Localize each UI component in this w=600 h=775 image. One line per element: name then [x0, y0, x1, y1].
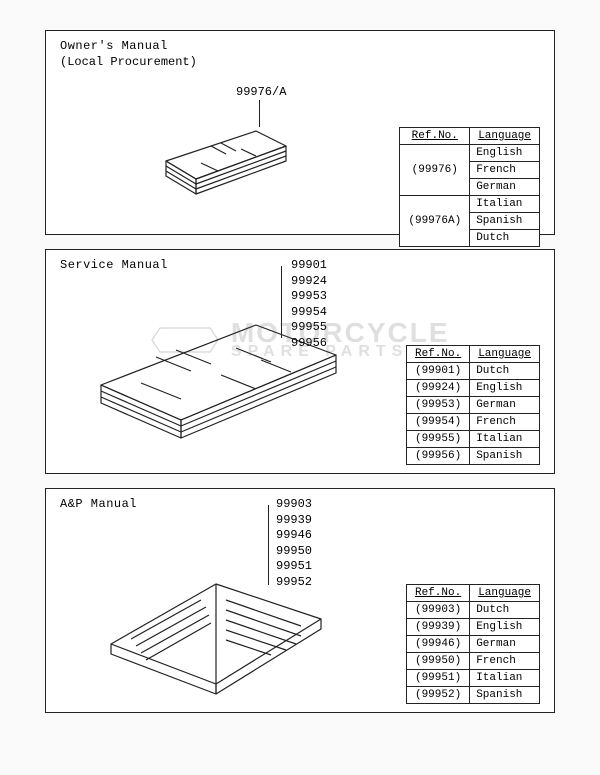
ref-cell: (99955) [406, 431, 469, 448]
reference-table: Ref.No.Language(99903)Dutch(99939)Englis… [406, 584, 540, 704]
leader-line [259, 100, 260, 127]
language-cell: Spanish [470, 448, 540, 465]
part-number-label: 99903 99939 99946 99950 99951 99952 [276, 497, 312, 591]
language-cell: German [470, 636, 540, 653]
ref-cell: (99939) [406, 619, 469, 636]
table-row: (99951)Italian [406, 670, 539, 687]
reference-table: Ref.No.Language(99976)EnglishFrenchGerma… [399, 127, 540, 247]
ref-cell: (99951) [406, 670, 469, 687]
language-cell: English [470, 619, 540, 636]
manual-diagram [156, 121, 296, 216]
language-cell: French [470, 414, 540, 431]
language-cell: German [470, 179, 540, 196]
ref-cell: (99950) [406, 653, 469, 670]
leader-line [268, 505, 269, 585]
language-cell: Spanish [470, 213, 540, 230]
part-number-label: 99976/A [236, 85, 286, 101]
ref-cell: (99903) [406, 602, 469, 619]
panel-title: Owner's Manual [46, 31, 554, 53]
table-row: (99952)Spanish [406, 687, 539, 704]
table-row: (99956)Spanish [406, 448, 539, 465]
table-row: (99976A)Italian [400, 196, 540, 213]
ref-cell: (99954) [406, 414, 469, 431]
language-cell: Italian [470, 196, 540, 213]
ref-cell: (99952) [406, 687, 469, 704]
language-cell: English [470, 145, 540, 162]
panel-2: A&P Manual 99903 99939 99946 99950 99951… [45, 488, 555, 713]
table-row: (99946)German [406, 636, 539, 653]
language-cell: Spanish [470, 687, 540, 704]
panel-0: Owner's Manual(Local Procurement) 99976/… [45, 30, 555, 235]
part-number-label: 99901 99924 99953 99954 99955 99956 [291, 258, 327, 352]
table-row: (99924)English [406, 380, 539, 397]
table-header: Ref.No. [400, 128, 470, 145]
table-row: (99901)Dutch [406, 363, 539, 380]
table-row: (99953)German [406, 397, 539, 414]
language-cell: Dutch [470, 363, 540, 380]
language-cell: French [470, 653, 540, 670]
table-row: (99950)French [406, 653, 539, 670]
ref-cell: (99953) [406, 397, 469, 414]
table-row: (99976)English [400, 145, 540, 162]
table-row: (99939)English [406, 619, 539, 636]
table-row: (99955)Italian [406, 431, 539, 448]
reference-table: Ref.No.Language(99901)Dutch(99924)Englis… [406, 345, 540, 465]
table-row: (99954)French [406, 414, 539, 431]
leader-line [281, 266, 282, 338]
language-cell: French [470, 162, 540, 179]
table-header: Language [470, 585, 540, 602]
language-cell: Dutch [470, 602, 540, 619]
language-cell: Italian [470, 670, 540, 687]
panel-1: Service Manual 99901 99924 99953 99954 9… [45, 249, 555, 474]
language-cell: German [470, 397, 540, 414]
ref-cell: (99956) [406, 448, 469, 465]
table-header: Ref.No. [406, 346, 469, 363]
table-header: Ref.No. [406, 585, 469, 602]
panel-subtitle: (Local Procurement) [46, 53, 554, 69]
table-header: Language [470, 346, 540, 363]
language-cell: Dutch [470, 230, 540, 247]
ref-cell: (99901) [406, 363, 469, 380]
ref-cell: (99946) [406, 636, 469, 653]
language-cell: Italian [470, 431, 540, 448]
language-cell: English [470, 380, 540, 397]
table-row: (99903)Dutch [406, 602, 539, 619]
ref-cell: (99976) [400, 145, 470, 196]
table-header: Language [470, 128, 540, 145]
ref-cell: (99924) [406, 380, 469, 397]
ref-cell: (99976A) [400, 196, 470, 247]
